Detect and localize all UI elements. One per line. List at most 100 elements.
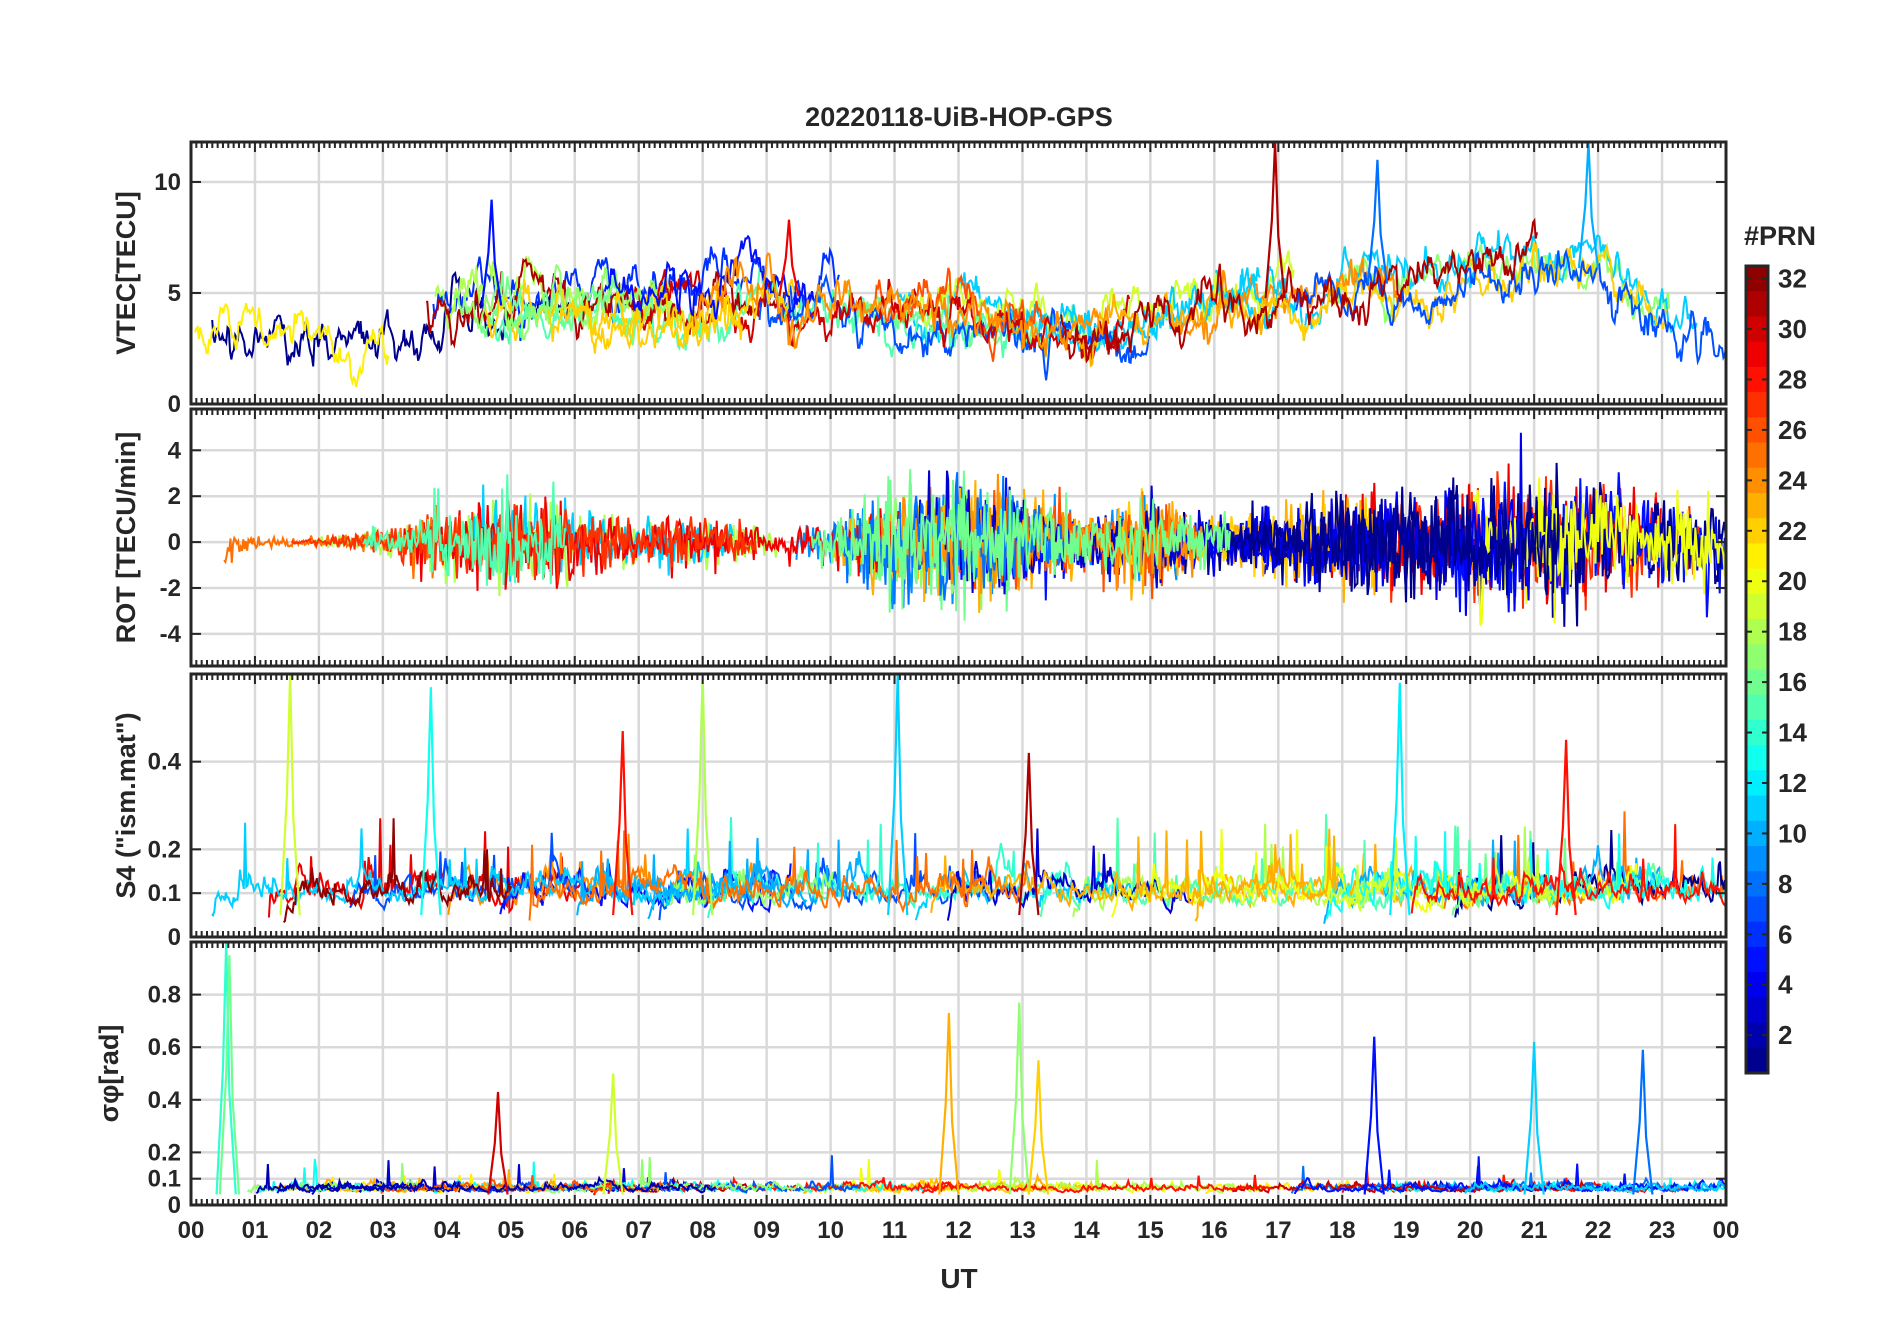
x-tick-label: 15 — [1137, 1217, 1164, 1244]
y-axis-label: S4 ("ism.mat") — [111, 712, 141, 898]
grid-sigma_phi — [189, 942, 1728, 1207]
panel-vtec: 0 5 10 VTEC[TECU] — [111, 140, 1728, 418]
peak-trace — [612, 730, 634, 916]
y-tick-label: 0.1 — [148, 880, 181, 907]
figure-title: 20220118-UiB-HOP-GPS — [805, 102, 1113, 132]
peak-trace — [602, 1073, 624, 1195]
x-tick-label: 09 — [753, 1217, 780, 1244]
colorbar-segment — [1746, 341, 1768, 368]
x-tick-label: 08 — [689, 1217, 716, 1244]
colorbar-tick-label: 14 — [1778, 718, 1807, 748]
peak-trace — [938, 1012, 960, 1195]
x-tick-label: 22 — [1585, 1217, 1612, 1244]
prn-trace — [1465, 477, 1726, 626]
colorbar-tick-label: 2 — [1778, 1020, 1792, 1050]
x-minor-ticks — [190, 142, 1727, 404]
y-tick-label: 0.8 — [148, 982, 181, 1009]
prn-trace — [211, 822, 740, 918]
y-tick-label: 10 — [154, 169, 181, 196]
y-tick-label: 0.1 — [148, 1166, 181, 1193]
colorbar-segment — [1746, 291, 1768, 317]
colorbar-segment — [1746, 770, 1768, 797]
colorbar-segment — [1746, 644, 1768, 670]
traces-sigma_phi — [215, 942, 1726, 1196]
prn-trace — [810, 469, 1231, 613]
colorbar-segment — [1746, 417, 1768, 444]
peak-trace — [1027, 1060, 1050, 1195]
peak-trace — [218, 955, 241, 1195]
colorbar-tick-label: 24 — [1778, 465, 1807, 495]
prn-trace — [1322, 837, 1559, 913]
prn-trace — [1169, 257, 1401, 345]
x-tick-label: 16 — [1201, 1217, 1228, 1244]
prn-trace — [479, 271, 662, 346]
colorbar-tick-label: 32 — [1778, 264, 1807, 294]
prn-trace — [1464, 1179, 1726, 1194]
prn-trace — [921, 1174, 1272, 1194]
x-minor-ticks — [190, 409, 1727, 666]
y-tick-label: 0.4 — [148, 1087, 182, 1114]
colorbar-segment — [1746, 896, 1768, 923]
peak-trace — [778, 219, 800, 297]
y-tick-label: 0.2 — [148, 1139, 181, 1166]
colorbar-tick-label: 16 — [1778, 667, 1807, 697]
colorbar-segment — [1746, 795, 1768, 822]
colorbar-tick-label: 26 — [1778, 415, 1807, 445]
prn-trace — [1259, 241, 1668, 341]
x-tick-label: 00 — [178, 1217, 205, 1244]
colorbar-segment — [1746, 997, 1768, 1024]
x-tick-label: 00 — [1713, 1217, 1740, 1244]
x-tick-label: 04 — [433, 1217, 460, 1244]
colorbar-segment — [1746, 442, 1768, 469]
y-tick-label: 4 — [168, 437, 182, 464]
colorbar-tick-label: 8 — [1778, 869, 1792, 899]
prn-trace — [453, 263, 667, 341]
colorbar-segment — [1746, 366, 1768, 393]
colorbar-tick-label: 6 — [1778, 919, 1792, 949]
prn-trace — [1410, 824, 1726, 914]
x-minor-ticks — [190, 942, 1727, 1205]
prn-trace — [930, 830, 1339, 914]
peak-trace — [1632, 1049, 1654, 1195]
traces-vtec — [194, 142, 1726, 388]
prn-trace — [1222, 477, 1560, 603]
y-axis-label: σφ[rad] — [94, 1025, 124, 1123]
colorbar-segment — [1746, 568, 1768, 595]
colorbar-segment — [1746, 946, 1768, 973]
x-tick-label: 23 — [1649, 1217, 1676, 1244]
peak-trace — [1008, 1002, 1030, 1195]
colorbar-segment — [1746, 543, 1768, 570]
colorbar-tick-label: 30 — [1778, 314, 1807, 344]
colorbar-segment — [1746, 745, 1768, 771]
x-tick-label: 17 — [1265, 1217, 1292, 1244]
x-tick-label: 05 — [497, 1217, 524, 1244]
peak-trace — [487, 1091, 509, 1195]
peak-trace — [1366, 159, 1389, 284]
peak-trace — [887, 674, 909, 916]
y-tick-label: 5 — [168, 280, 181, 307]
y-tick-label: 0 — [168, 391, 181, 418]
colorbar-segment — [1746, 921, 1768, 948]
x-tick-label: 12 — [945, 1217, 972, 1244]
colorbar-tick-label: 22 — [1778, 516, 1807, 546]
x-tick-label: 19 — [1393, 1217, 1420, 1244]
panel-rot: -4 -2 0 2 4 ROT [TECU/min] — [111, 407, 1728, 668]
colorbar-segment — [1746, 316, 1768, 343]
colorbar-tick-label: 28 — [1778, 364, 1807, 394]
prn-trace — [194, 302, 390, 388]
colorbar-segment — [1746, 593, 1768, 620]
colorbar-segment — [1746, 392, 1768, 418]
x-tick-label: 13 — [1009, 1217, 1036, 1244]
panel-sigma_phi: 00.10.2 0.4 0.6 0.8 σφ[rad] 00 01 02 03 04 05 06 07 0… — [94, 940, 1740, 1244]
x-tick-label: 06 — [561, 1217, 588, 1244]
prn-trace — [603, 234, 815, 320]
y-tick-label: 0.4 — [148, 749, 182, 776]
y-axis-label: ROT [TECU/min] — [111, 432, 141, 643]
prn-trace — [1293, 1156, 1726, 1195]
colorbar-segment — [1746, 972, 1768, 998]
prn-trace — [528, 830, 1031, 921]
colorbar-tick-label: 12 — [1778, 768, 1807, 798]
